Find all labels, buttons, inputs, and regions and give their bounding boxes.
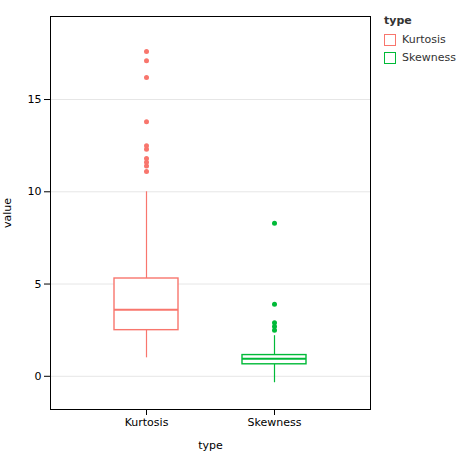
svg-text:Kurtosis: Kurtosis	[125, 416, 169, 429]
svg-text:0: 0	[35, 370, 42, 383]
svg-text:type: type	[198, 439, 223, 451]
svg-text:15: 15	[28, 93, 42, 106]
svg-text:5: 5	[35, 278, 42, 291]
html-text:Skewness: Skewness	[402, 51, 456, 64]
svg-text:value: value	[1, 198, 14, 228]
html-text:type: type	[384, 14, 412, 27]
svg-text:10: 10	[28, 185, 42, 198]
html-text:Kurtosis: Kurtosis	[402, 33, 446, 46]
svg-text:Skewness: Skewness	[248, 416, 302, 429]
